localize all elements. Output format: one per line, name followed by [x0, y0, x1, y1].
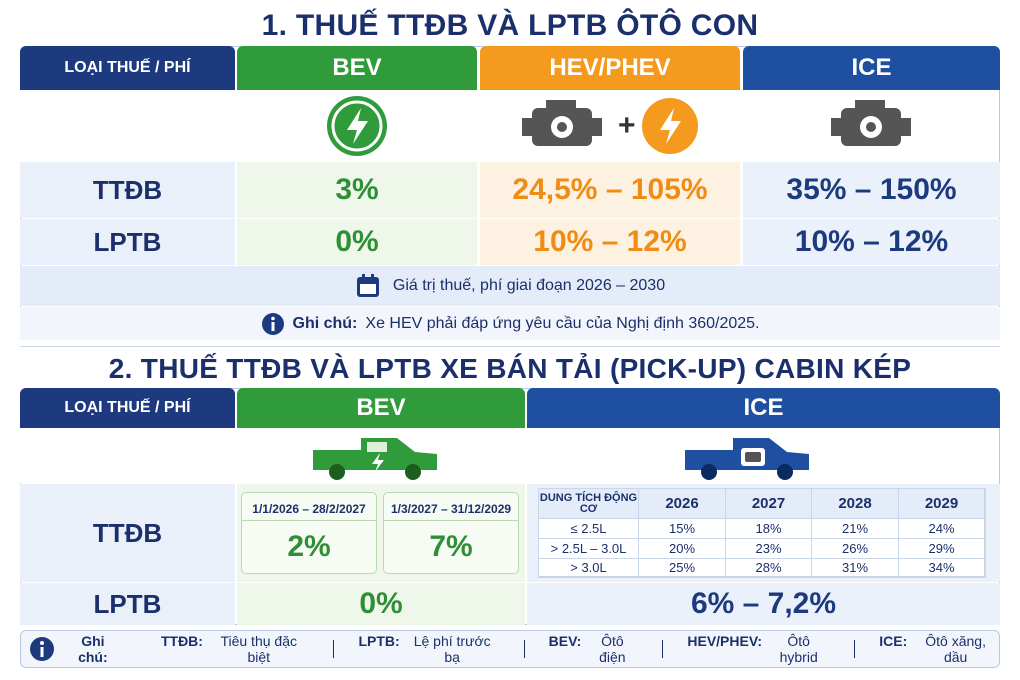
hybrid-icon: +	[522, 98, 698, 154]
footer-text: Ôtô xăng, dầu	[925, 633, 986, 665]
separator	[333, 640, 335, 658]
header-cell: ICE	[743, 46, 1000, 90]
note-text: Xe HEV phải đáp ứng yêu cầu của Nghị địn…	[365, 314, 760, 332]
row-label: LPTB	[20, 219, 235, 265]
row-label: TTĐB	[20, 162, 235, 218]
table-cell: 23%	[726, 539, 812, 559]
footer-key: ICE:	[879, 633, 908, 649]
period-value: 2%	[287, 530, 331, 563]
table-cell: 21%	[812, 519, 899, 539]
separator	[854, 640, 856, 658]
footer-label: Ghi chú:	[78, 633, 108, 665]
table-cell: 31%	[812, 559, 899, 577]
period-text: Giá trị thuế, phí giai đoạn 2026 – 2030	[392, 277, 666, 294]
header-cell: BEV	[237, 46, 477, 90]
footer-text: Ôtô điện	[599, 633, 626, 665]
separator	[662, 640, 664, 658]
period-label: 1/3/2027 – 31/12/2029	[384, 497, 518, 521]
plus: +	[618, 109, 636, 142]
section-title: 2. THUẾ TTĐB VÀ LPTB XE BÁN TẢI (PICK-UP…	[108, 353, 912, 384]
blank-cell	[20, 428, 235, 483]
value-cell: 0%	[237, 219, 477, 265]
info-icon	[30, 637, 54, 661]
header-cell: BEV	[237, 388, 525, 428]
value-cell: 0%	[237, 583, 525, 625]
table-header-cell: 2026	[639, 489, 726, 519]
footer-key: HEV/PHEV:	[687, 633, 763, 649]
header-cell: LOẠI THUẾ / PHÍ	[20, 46, 235, 90]
calendar-icon	[356, 274, 379, 297]
table-header-cell: 2027	[726, 489, 812, 519]
footer-item: BEV: Ôtô điện	[549, 633, 639, 665]
value-cell: 10% – 12%	[480, 219, 740, 265]
value-cell: 3%	[237, 162, 477, 218]
period-label: 1/1/2026 – 28/2/2027	[242, 497, 376, 521]
bev-icon	[327, 96, 387, 156]
ice-table: DUNG TÍCH ĐỘNG CƠ 2026 2027 2028 2029 ≤ 2.5L 1…	[538, 488, 986, 578]
footer-key: BEV:	[548, 633, 582, 649]
table-header-cell: DUNG TÍCH ĐỘNG CƠ	[539, 489, 639, 519]
table-cell: 34%	[899, 559, 985, 577]
table-cell: 26%	[812, 539, 899, 559]
note-label: Ghi chú:	[292, 314, 358, 332]
header-cell: HEV/PHEV	[480, 46, 740, 90]
footer-key: TTĐB:	[160, 633, 203, 649]
value-cell: 10% – 12%	[743, 219, 1000, 265]
period-value: 7%	[429, 530, 473, 563]
period-box: 1/3/2027 – 31/12/2029 7%	[383, 492, 519, 574]
footer-item: LPTB: Lệ phí trước bạ	[358, 633, 499, 665]
table-cell: 20%	[639, 539, 726, 559]
table-cell: 15%	[639, 519, 726, 539]
footer-item: HEV/PHEV: Ôtô hybrid	[687, 633, 830, 665]
header-cell: ICE	[527, 388, 1000, 428]
value-cell: 24,5% – 105%	[480, 162, 740, 218]
table-header-cell: 2028	[812, 489, 899, 519]
table-cell: 29%	[899, 539, 985, 559]
blank-cell	[20, 90, 235, 162]
table-cell: 18%	[726, 519, 812, 539]
table-cell: 24%	[899, 519, 985, 539]
footer-item: TTĐB: Tiêu thụ đặc biệt	[161, 633, 310, 665]
table-cell: 25%	[639, 559, 726, 577]
footer: Ghi chú: TTĐB: Tiêu thụ đặc biệt LPTB: Lệ p…	[20, 630, 1000, 668]
bev-truck-icon	[313, 438, 437, 480]
table-cell: > 2.5L – 3.0L	[539, 539, 639, 559]
period-row: Giá trị thuế, phí giai đoạn 2026 – 2030	[20, 266, 1000, 306]
note-row: Ghi chú: Xe HEV phải đáp ứng yêu cầu của…	[20, 307, 1000, 340]
table-cell: ≤ 2.5L	[539, 519, 639, 539]
row-label: LPTB	[20, 583, 235, 625]
footer-text: Ôtô hybrid	[779, 633, 818, 665]
footer-key: LPTB:	[358, 633, 400, 649]
divider	[20, 346, 1000, 347]
row-label: TTĐB	[20, 484, 235, 582]
table-cell: > 3.0L	[539, 559, 639, 577]
engine-icon	[831, 100, 911, 146]
section-title: 1. THUẾ TTĐB VÀ LPTB ÔTÔ CON	[261, 9, 759, 42]
value-cell: 35% – 150%	[743, 162, 1000, 218]
info-icon	[261, 312, 284, 335]
footer-item: ICE: Ôtô xăng, dầu	[879, 633, 999, 665]
separator	[523, 640, 525, 658]
table-cell: 28%	[726, 559, 812, 577]
footer-text: Lệ phí trước bạ	[413, 633, 491, 665]
ice-truck-icon	[685, 438, 809, 480]
period-box: 1/1/2026 – 28/2/2027 2%	[241, 492, 377, 574]
footer-text: Tiêu thụ đặc biệt	[220, 633, 297, 665]
table-header-cell: 2029	[899, 489, 985, 519]
value-cell: 6% – 7,2%	[527, 583, 1000, 625]
header-cell: LOẠI THUẾ / PHÍ	[20, 388, 235, 428]
